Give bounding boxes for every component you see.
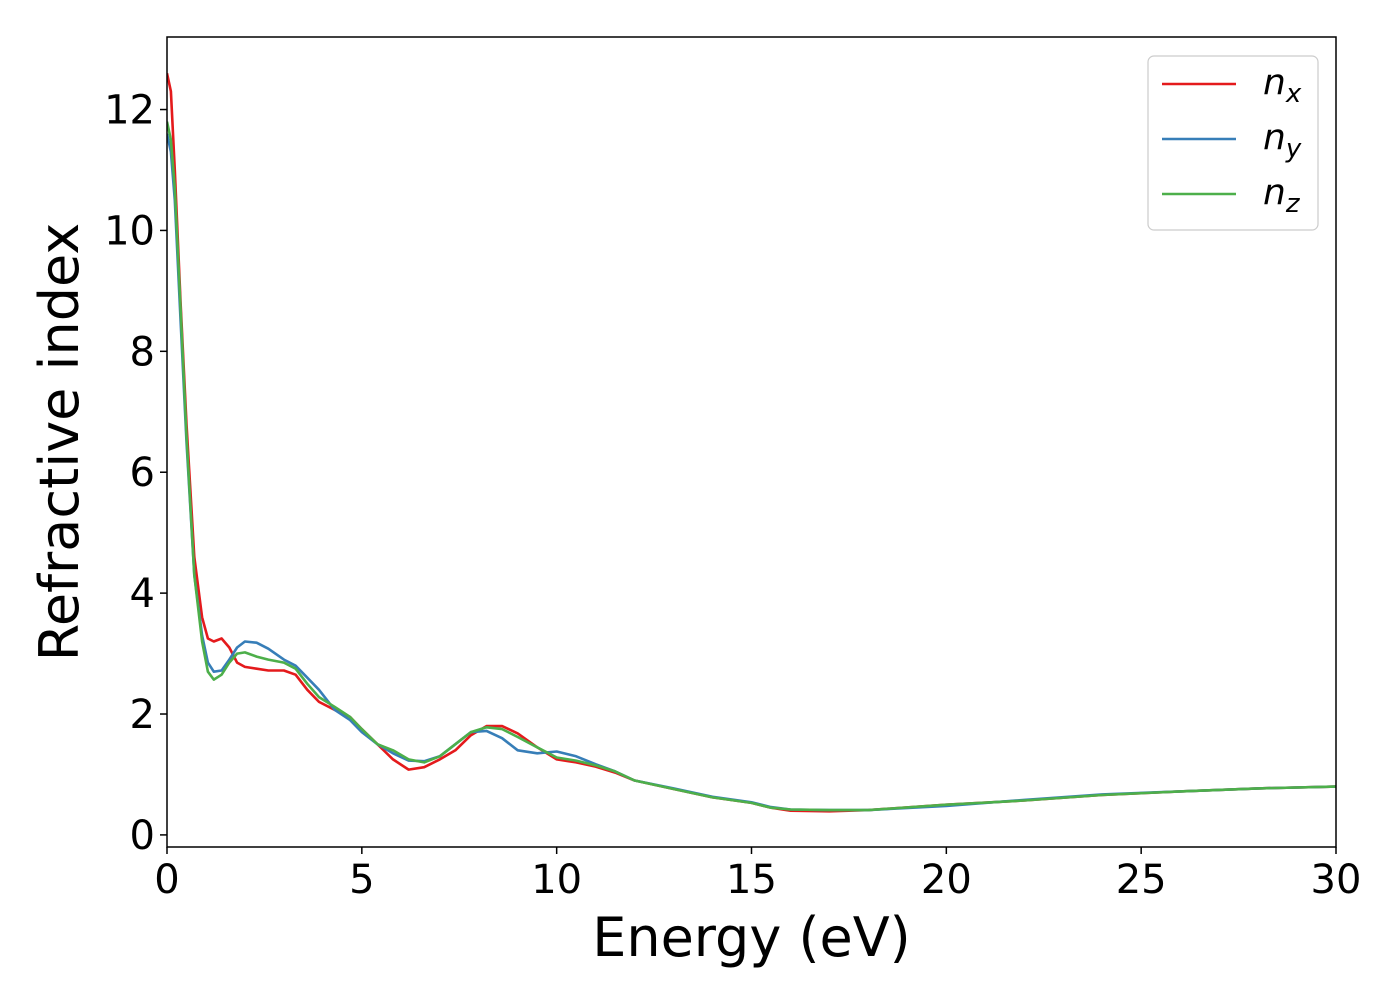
x-axis: 0 5 10 15 20 25 30: [154, 847, 1361, 903]
x-tick-label: 20: [921, 857, 972, 903]
x-axis-title: Energy (eV): [592, 906, 911, 969]
x-tick-label: 5: [349, 857, 374, 903]
legend-box: [1147, 55, 1319, 231]
y-tick-label: 2: [130, 692, 155, 738]
y-tick-label: 4: [130, 571, 155, 617]
y-tick-label: 12: [104, 88, 155, 134]
series-line-nz: [167, 121, 1336, 812]
x-tick-label: 25: [1116, 857, 1167, 903]
y-tick-label: 0: [130, 813, 155, 859]
series-line-ny: [167, 133, 1336, 812]
y-axis-title: Refractive index: [28, 223, 91, 662]
legend-label: nz: [1263, 172, 1301, 219]
y-tick-label: 8: [130, 329, 155, 375]
x-tick-label: 0: [154, 857, 179, 903]
y-tick-label: 6: [130, 450, 155, 496]
y-axis: 0 2 4 6 8 10 12: [104, 88, 167, 859]
x-tick-label: 30: [1311, 857, 1362, 903]
x-tick-label: 15: [726, 857, 777, 903]
x-tick-label: 10: [531, 857, 582, 903]
series-layer: [167, 73, 1336, 813]
y-tick-label: 10: [104, 208, 155, 254]
